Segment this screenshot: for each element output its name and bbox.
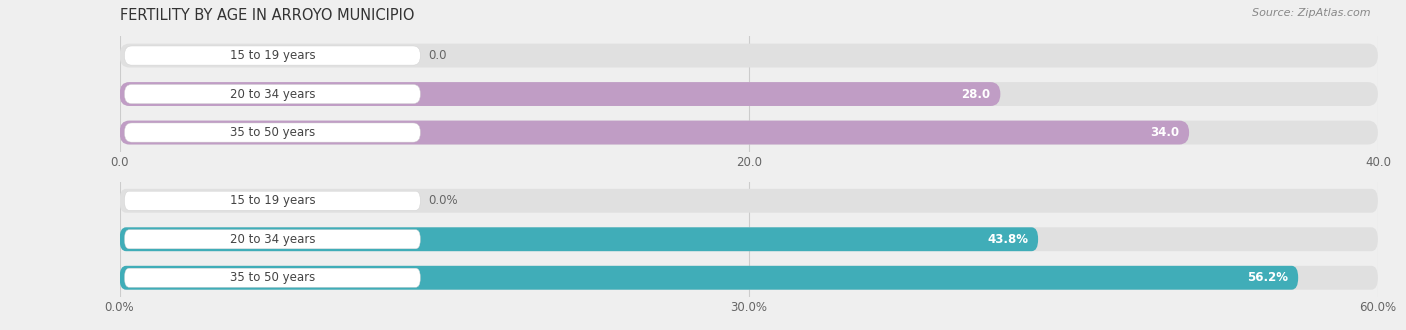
FancyBboxPatch shape — [120, 189, 1378, 213]
FancyBboxPatch shape — [120, 44, 1378, 68]
FancyBboxPatch shape — [120, 227, 1038, 251]
FancyBboxPatch shape — [120, 120, 1378, 145]
FancyBboxPatch shape — [125, 84, 420, 104]
Text: FERTILITY BY AGE IN ARROYO MUNICIPIO: FERTILITY BY AGE IN ARROYO MUNICIPIO — [120, 8, 413, 23]
Text: 15 to 19 years: 15 to 19 years — [229, 49, 315, 62]
Text: 0.0%: 0.0% — [427, 194, 457, 207]
FancyBboxPatch shape — [120, 266, 1298, 290]
Text: 35 to 50 years: 35 to 50 years — [229, 271, 315, 284]
FancyBboxPatch shape — [125, 46, 420, 65]
FancyBboxPatch shape — [120, 120, 1189, 145]
Text: 20 to 34 years: 20 to 34 years — [229, 233, 315, 246]
FancyBboxPatch shape — [120, 266, 1378, 290]
Text: 0.0: 0.0 — [427, 49, 446, 62]
Text: 28.0: 28.0 — [962, 87, 990, 101]
FancyBboxPatch shape — [125, 268, 420, 287]
Text: 15 to 19 years: 15 to 19 years — [229, 194, 315, 207]
Text: 56.2%: 56.2% — [1247, 271, 1288, 284]
FancyBboxPatch shape — [120, 227, 1378, 251]
FancyBboxPatch shape — [125, 230, 420, 249]
Text: 43.8%: 43.8% — [987, 233, 1028, 246]
FancyBboxPatch shape — [120, 82, 1378, 106]
Text: 35 to 50 years: 35 to 50 years — [229, 126, 315, 139]
FancyBboxPatch shape — [125, 191, 420, 210]
FancyBboxPatch shape — [120, 82, 1001, 106]
FancyBboxPatch shape — [125, 123, 420, 142]
Text: 34.0: 34.0 — [1150, 126, 1180, 139]
Text: 20 to 34 years: 20 to 34 years — [229, 87, 315, 101]
Text: Source: ZipAtlas.com: Source: ZipAtlas.com — [1253, 8, 1371, 18]
